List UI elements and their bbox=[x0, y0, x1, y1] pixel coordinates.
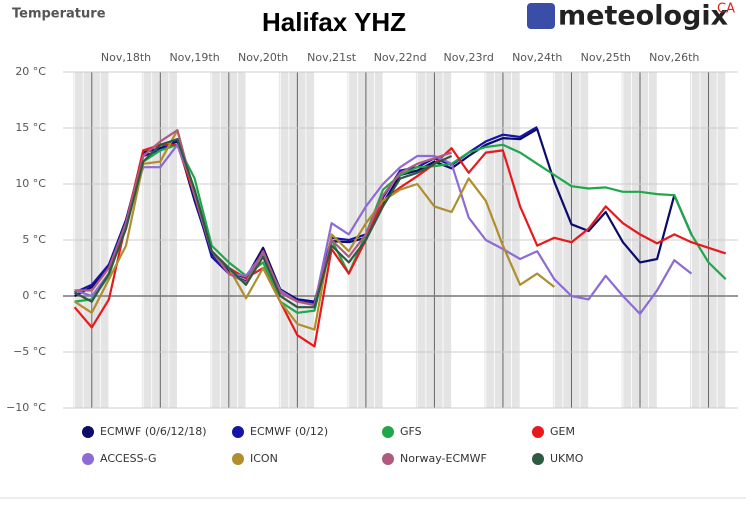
y-axis-label: Temperature bbox=[12, 7, 106, 22]
legend-marker bbox=[232, 426, 244, 438]
x-tick-label: Nov,20th bbox=[238, 51, 288, 64]
x-tick-label: Nov,24th bbox=[512, 51, 562, 64]
chart-title: Halifax YHZ bbox=[262, 7, 406, 37]
x-tick-label: Nov,23rd bbox=[444, 51, 494, 64]
x-tick-label: Nov,21st bbox=[307, 51, 357, 64]
legend-marker bbox=[82, 426, 94, 438]
series-line bbox=[74, 138, 453, 309]
y-tick-label: 15 °C bbox=[15, 121, 46, 134]
legend-label: Norway-ECMWF bbox=[400, 452, 487, 465]
legend-label: UKMO bbox=[550, 452, 584, 465]
legend-label: ICON bbox=[250, 452, 278, 465]
legend-label: ECMWF (0/6/12/18) bbox=[100, 425, 207, 438]
legend-label: GFS bbox=[400, 425, 422, 438]
x-tick-label: Nov,22nd bbox=[374, 51, 427, 64]
x-tick-label: Nov,26th bbox=[649, 51, 699, 64]
legend-label: ECMWF (0/12) bbox=[250, 425, 328, 438]
y-tick-label: −10 °C bbox=[6, 401, 46, 414]
y-tick-label: −5 °C bbox=[13, 345, 46, 358]
legend-marker bbox=[382, 453, 394, 465]
logo-icon bbox=[527, 3, 555, 29]
series-line bbox=[73, 129, 555, 331]
x-tick-label: Nov,18th bbox=[101, 51, 151, 64]
brand-region: CA bbox=[717, 2, 735, 17]
legend-marker bbox=[232, 453, 244, 465]
x-tick-label: Nov,19th bbox=[169, 51, 219, 64]
y-tick-label: 10 °C bbox=[15, 177, 46, 190]
legend-marker bbox=[532, 453, 544, 465]
logo: meteologix CA bbox=[527, 1, 735, 32]
plot-area: −10 °C −5 °C 0 °C 5 °C 10 °C 15 °C 20 °C Nov,18… bbox=[6, 51, 738, 465]
legend-marker bbox=[82, 453, 94, 465]
brand: meteologix bbox=[558, 1, 728, 32]
series-line bbox=[74, 129, 452, 307]
x-tick-label: Nov,25th bbox=[581, 51, 631, 64]
legend-label: ACCESS-G bbox=[100, 452, 157, 465]
series-line bbox=[74, 143, 693, 315]
legend-marker bbox=[382, 426, 394, 438]
legend-marker bbox=[532, 426, 544, 438]
y-tick-label: 20 °C bbox=[15, 65, 46, 78]
legend-label: GEM bbox=[550, 425, 575, 438]
y-tick-label: 0 °C bbox=[22, 289, 46, 302]
y-tick-label: 5 °C bbox=[22, 233, 46, 246]
